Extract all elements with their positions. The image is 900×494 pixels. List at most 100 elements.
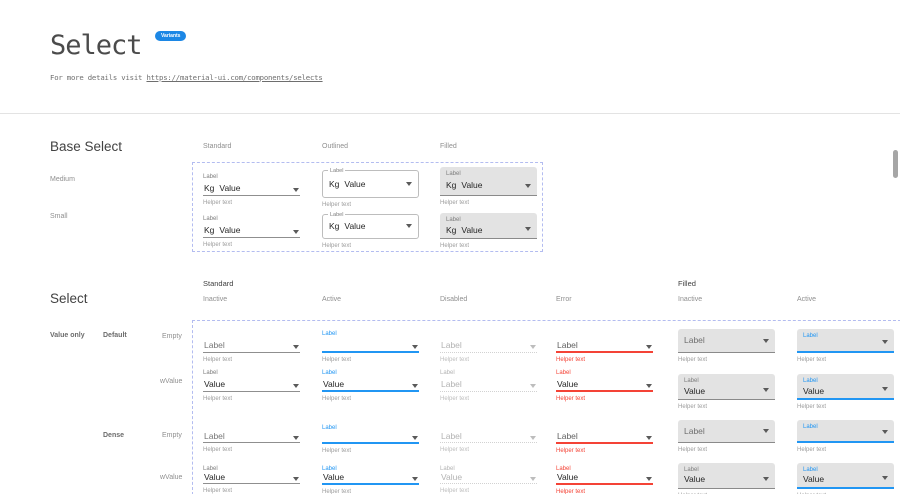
select-field[interactable]: Label Value — [678, 463, 775, 489]
dropdown-arrow-icon — [882, 340, 888, 344]
dropdown-arrow-icon — [882, 476, 888, 480]
helper-text: Helper text — [203, 396, 300, 403]
base-outlined-medium-select: Label KgValue Helper text — [322, 170, 419, 209]
select-field[interactable] — [322, 431, 419, 444]
inline-label: Label — [557, 432, 578, 441]
select-value: Value — [204, 380, 225, 389]
select-value: Value — [803, 387, 888, 396]
colhead-inactive: Inactive — [203, 296, 227, 303]
select-field[interactable]: Label KgValue — [322, 214, 419, 239]
dropdown-arrow-icon — [525, 227, 531, 231]
select-field[interactable]: KgValue — [203, 181, 300, 196]
subtitle-link[interactable]: https://material-ui.com/components/selec… — [146, 73, 322, 82]
select-standard-error-empty: Label Helper text — [556, 330, 653, 364]
dropdown-arrow-icon — [412, 345, 418, 349]
select-field[interactable]: Label KgValue — [440, 213, 537, 239]
helper-text: Helper text — [440, 396, 537, 403]
helper-text: Helper text — [440, 243, 537, 250]
floating-label: Label — [684, 374, 769, 385]
floating-label: Label — [203, 369, 300, 377]
select-value: Value — [204, 473, 225, 482]
variants-badge: Variants — [155, 31, 186, 41]
grouphead-filled: Filled — [678, 279, 696, 288]
helper-text: Helper text — [440, 447, 537, 454]
helper-text: Helper text — [322, 489, 419, 494]
dropdown-arrow-icon — [882, 387, 888, 391]
select-field[interactable]: Label — [556, 431, 653, 444]
select-field[interactable]: Value — [556, 377, 653, 392]
select-field[interactable]: Label — [678, 329, 775, 353]
helper-text: Helper text — [203, 488, 300, 494]
select-field[interactable]: Label — [440, 338, 537, 353]
floating-label: Label — [203, 215, 300, 223]
helper-text: Helper text — [322, 396, 419, 403]
select-dense-filled-active-wvalue: Label Value Helper text — [797, 463, 894, 494]
select-standard-disabled-wvalue: Label Label Helper text — [440, 369, 537, 403]
select-dense-filled-inactive-empty: Label Helper text — [678, 420, 775, 454]
inline-label: Label — [441, 341, 462, 350]
select-field[interactable]: Label — [203, 338, 300, 353]
colhead-filled: Filled — [440, 143, 457, 150]
select-field[interactable]: Value — [203, 377, 300, 392]
floating-label: Label — [440, 369, 537, 377]
inline-label: Label — [204, 341, 225, 350]
floating-label: Label — [322, 330, 419, 338]
helper-text: Helper text — [556, 396, 653, 403]
adornment: Kg — [446, 226, 456, 235]
select-field[interactable]: Value — [322, 472, 419, 485]
select-field[interactable]: Label — [440, 431, 537, 443]
select-field[interactable]: Label Value — [678, 374, 775, 400]
select-field[interactable] — [322, 338, 419, 353]
select-dense-standard-error-empty: Label Helper text — [556, 424, 653, 455]
adornment: Kg — [329, 180, 339, 189]
select-value: Value — [344, 222, 365, 231]
dropdown-arrow-icon — [525, 184, 531, 188]
select-standard-active-wvalue: Label Value Helper text — [322, 369, 419, 403]
select-field[interactable]: Label — [556, 338, 653, 353]
select-field[interactable]: Label — [440, 377, 537, 392]
select-field[interactable]: Label KgValue — [322, 170, 419, 198]
select-field[interactable]: Label — [797, 420, 894, 443]
colhead-error: Error — [556, 296, 572, 303]
colhead-filled-active: Active — [797, 296, 816, 303]
select-field[interactable]: Label Value — [797, 463, 894, 489]
base-filled-medium-select: Label KgValue Helper text — [440, 167, 537, 207]
floating-label: Label — [803, 374, 888, 385]
helper-text: Helper text — [556, 448, 653, 455]
select-field[interactable]: Label — [797, 329, 894, 353]
rowlabel-dense: Dense — [103, 432, 124, 439]
select-field[interactable]: Label — [203, 431, 300, 443]
floating-label: Label — [684, 463, 769, 473]
select-field[interactable]: Value — [440, 472, 537, 484]
dropdown-arrow-icon — [646, 436, 652, 440]
scrollbar-thumb[interactable] — [893, 150, 898, 178]
inline-label: Label — [441, 432, 462, 441]
dropdown-arrow-icon — [882, 430, 888, 434]
inline-label: Label — [684, 427, 705, 436]
inline-label: Label — [204, 432, 225, 441]
floating-label: Label — [803, 329, 888, 340]
dropdown-arrow-icon — [412, 477, 418, 481]
select-value: Value — [461, 181, 482, 190]
dropdown-arrow-icon — [293, 477, 299, 481]
floating-label: Label — [446, 213, 531, 224]
helper-text: Helper text — [203, 200, 300, 207]
select-dense-standard-inactive-wvalue: Label Value Helper text — [203, 465, 300, 494]
select-field[interactable]: Label Value — [797, 374, 894, 400]
dropdown-arrow-icon — [646, 477, 652, 481]
helper-text: Helper text — [678, 357, 775, 364]
base-standard-medium-select: Label KgValue Helper text — [203, 173, 300, 207]
select-field[interactable]: Value — [556, 472, 653, 485]
select-field[interactable]: Value — [203, 472, 300, 484]
select-standard-active-empty: Label Helper text — [322, 330, 419, 364]
dropdown-arrow-icon — [763, 429, 769, 433]
helper-text: Helper text — [203, 242, 300, 249]
select-field[interactable]: KgValue — [203, 223, 300, 238]
colhead-standard: Standard — [203, 143, 231, 150]
select-field[interactable]: Label — [678, 420, 775, 443]
inline-label: Label — [684, 336, 705, 345]
select-field[interactable]: Value — [322, 377, 419, 392]
dropdown-arrow-icon — [293, 188, 299, 192]
select-field[interactable]: Label KgValue — [440, 167, 537, 196]
adornment: Kg — [329, 222, 339, 231]
